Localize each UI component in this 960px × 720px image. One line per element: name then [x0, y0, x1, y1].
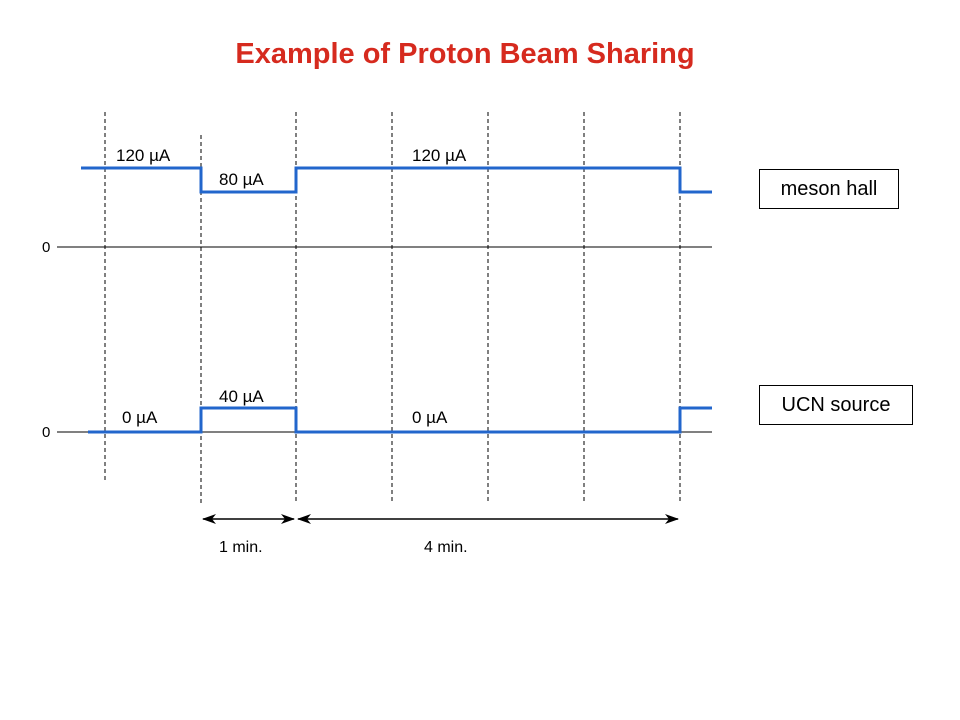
interval-label-4min: 4 min.	[424, 539, 468, 556]
meson-hall-level-label: 80 µA	[219, 170, 264, 189]
meson-hall-trace	[81, 166, 712, 194]
ucn-source-legend: UCN source	[759, 385, 913, 425]
ucn-source-trace	[88, 406, 712, 434]
meson-hall-legend: meson hall	[759, 169, 899, 209]
interval-label-1min: 1 min.	[219, 539, 263, 556]
meson-hall-level-label: 120 µA	[412, 146, 467, 165]
meson-hall-level-label: 120 µA	[116, 146, 171, 165]
ucn-source-level-label: 0 µA	[122, 408, 158, 427]
meson-hall-zero-label: 0	[42, 239, 51, 256]
ucn-source-zero-label: 0	[42, 424, 51, 441]
ucn-source-level-label: 40 µA	[219, 387, 264, 406]
page-title: Example of Proton Beam Sharing	[235, 38, 695, 70]
ucn-source-level-label: 0 µA	[412, 408, 448, 427]
